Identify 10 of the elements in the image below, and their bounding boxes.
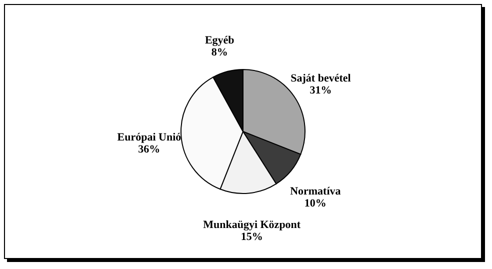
- data-label: 31%: [310, 84, 332, 97]
- data-label: 8%: [211, 46, 228, 58]
- slice-label: Saját bevétel: [290, 72, 351, 85]
- slice-label: Egyéb: [204, 34, 234, 46]
- slice-label: Európai Unió: [117, 131, 182, 144]
- data-label: 10%: [304, 197, 326, 210]
- slice-label: Normatíva: [290, 185, 342, 198]
- data-label: 15%: [240, 231, 263, 244]
- data-label: 36%: [138, 143, 160, 156]
- slice-label: Munkaügyi Központ: [203, 219, 301, 232]
